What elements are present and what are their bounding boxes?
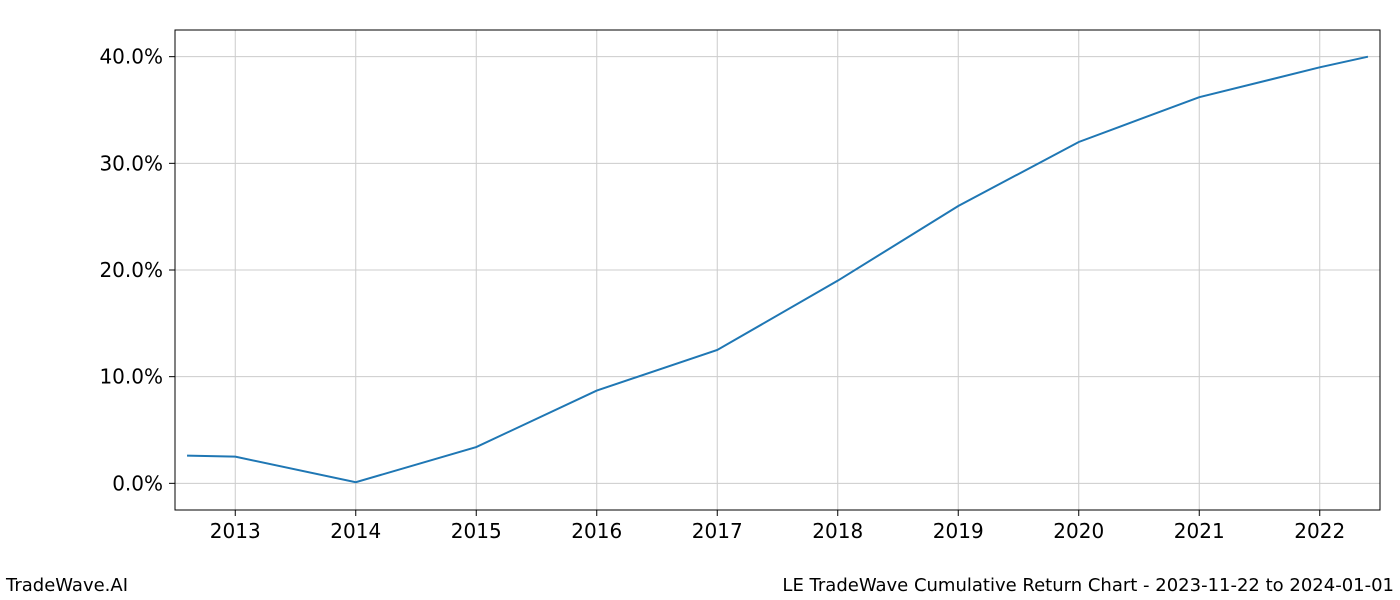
x-tick-label: 2015 (451, 519, 502, 543)
x-tick-label: 2020 (1053, 519, 1104, 543)
x-tick-label: 2021 (1174, 519, 1225, 543)
x-tick-label: 2016 (571, 519, 622, 543)
x-tick-label: 2014 (330, 519, 381, 543)
footer-caption: LE TradeWave Cumulative Return Chart - 2… (782, 575, 1394, 596)
y-tick-label: 20.0% (99, 258, 163, 282)
y-tick-label: 40.0% (99, 45, 163, 69)
y-tick-label: 0.0% (112, 471, 163, 495)
series-cumulative-return (187, 57, 1368, 483)
chart-container: 2013 2014 2015 2016 2017 2018 2019 2020 2021 2022… (0, 0, 1400, 600)
x-tick-label: 2019 (933, 519, 984, 543)
x-tick-label: 2013 (210, 519, 261, 543)
y-tick-label: 10.0% (99, 365, 163, 389)
footer-brand: TradeWave.AI (6, 575, 128, 596)
x-tick-label: 2022 (1294, 519, 1345, 543)
x-tick-label: 2018 (812, 519, 863, 543)
y-tick-label: 30.0% (99, 151, 163, 175)
line-chart: 2013 2014 2015 2016 2017 2018 2019 2020 2021 2022… (0, 0, 1400, 600)
x-tick-label: 2017 (692, 519, 743, 543)
